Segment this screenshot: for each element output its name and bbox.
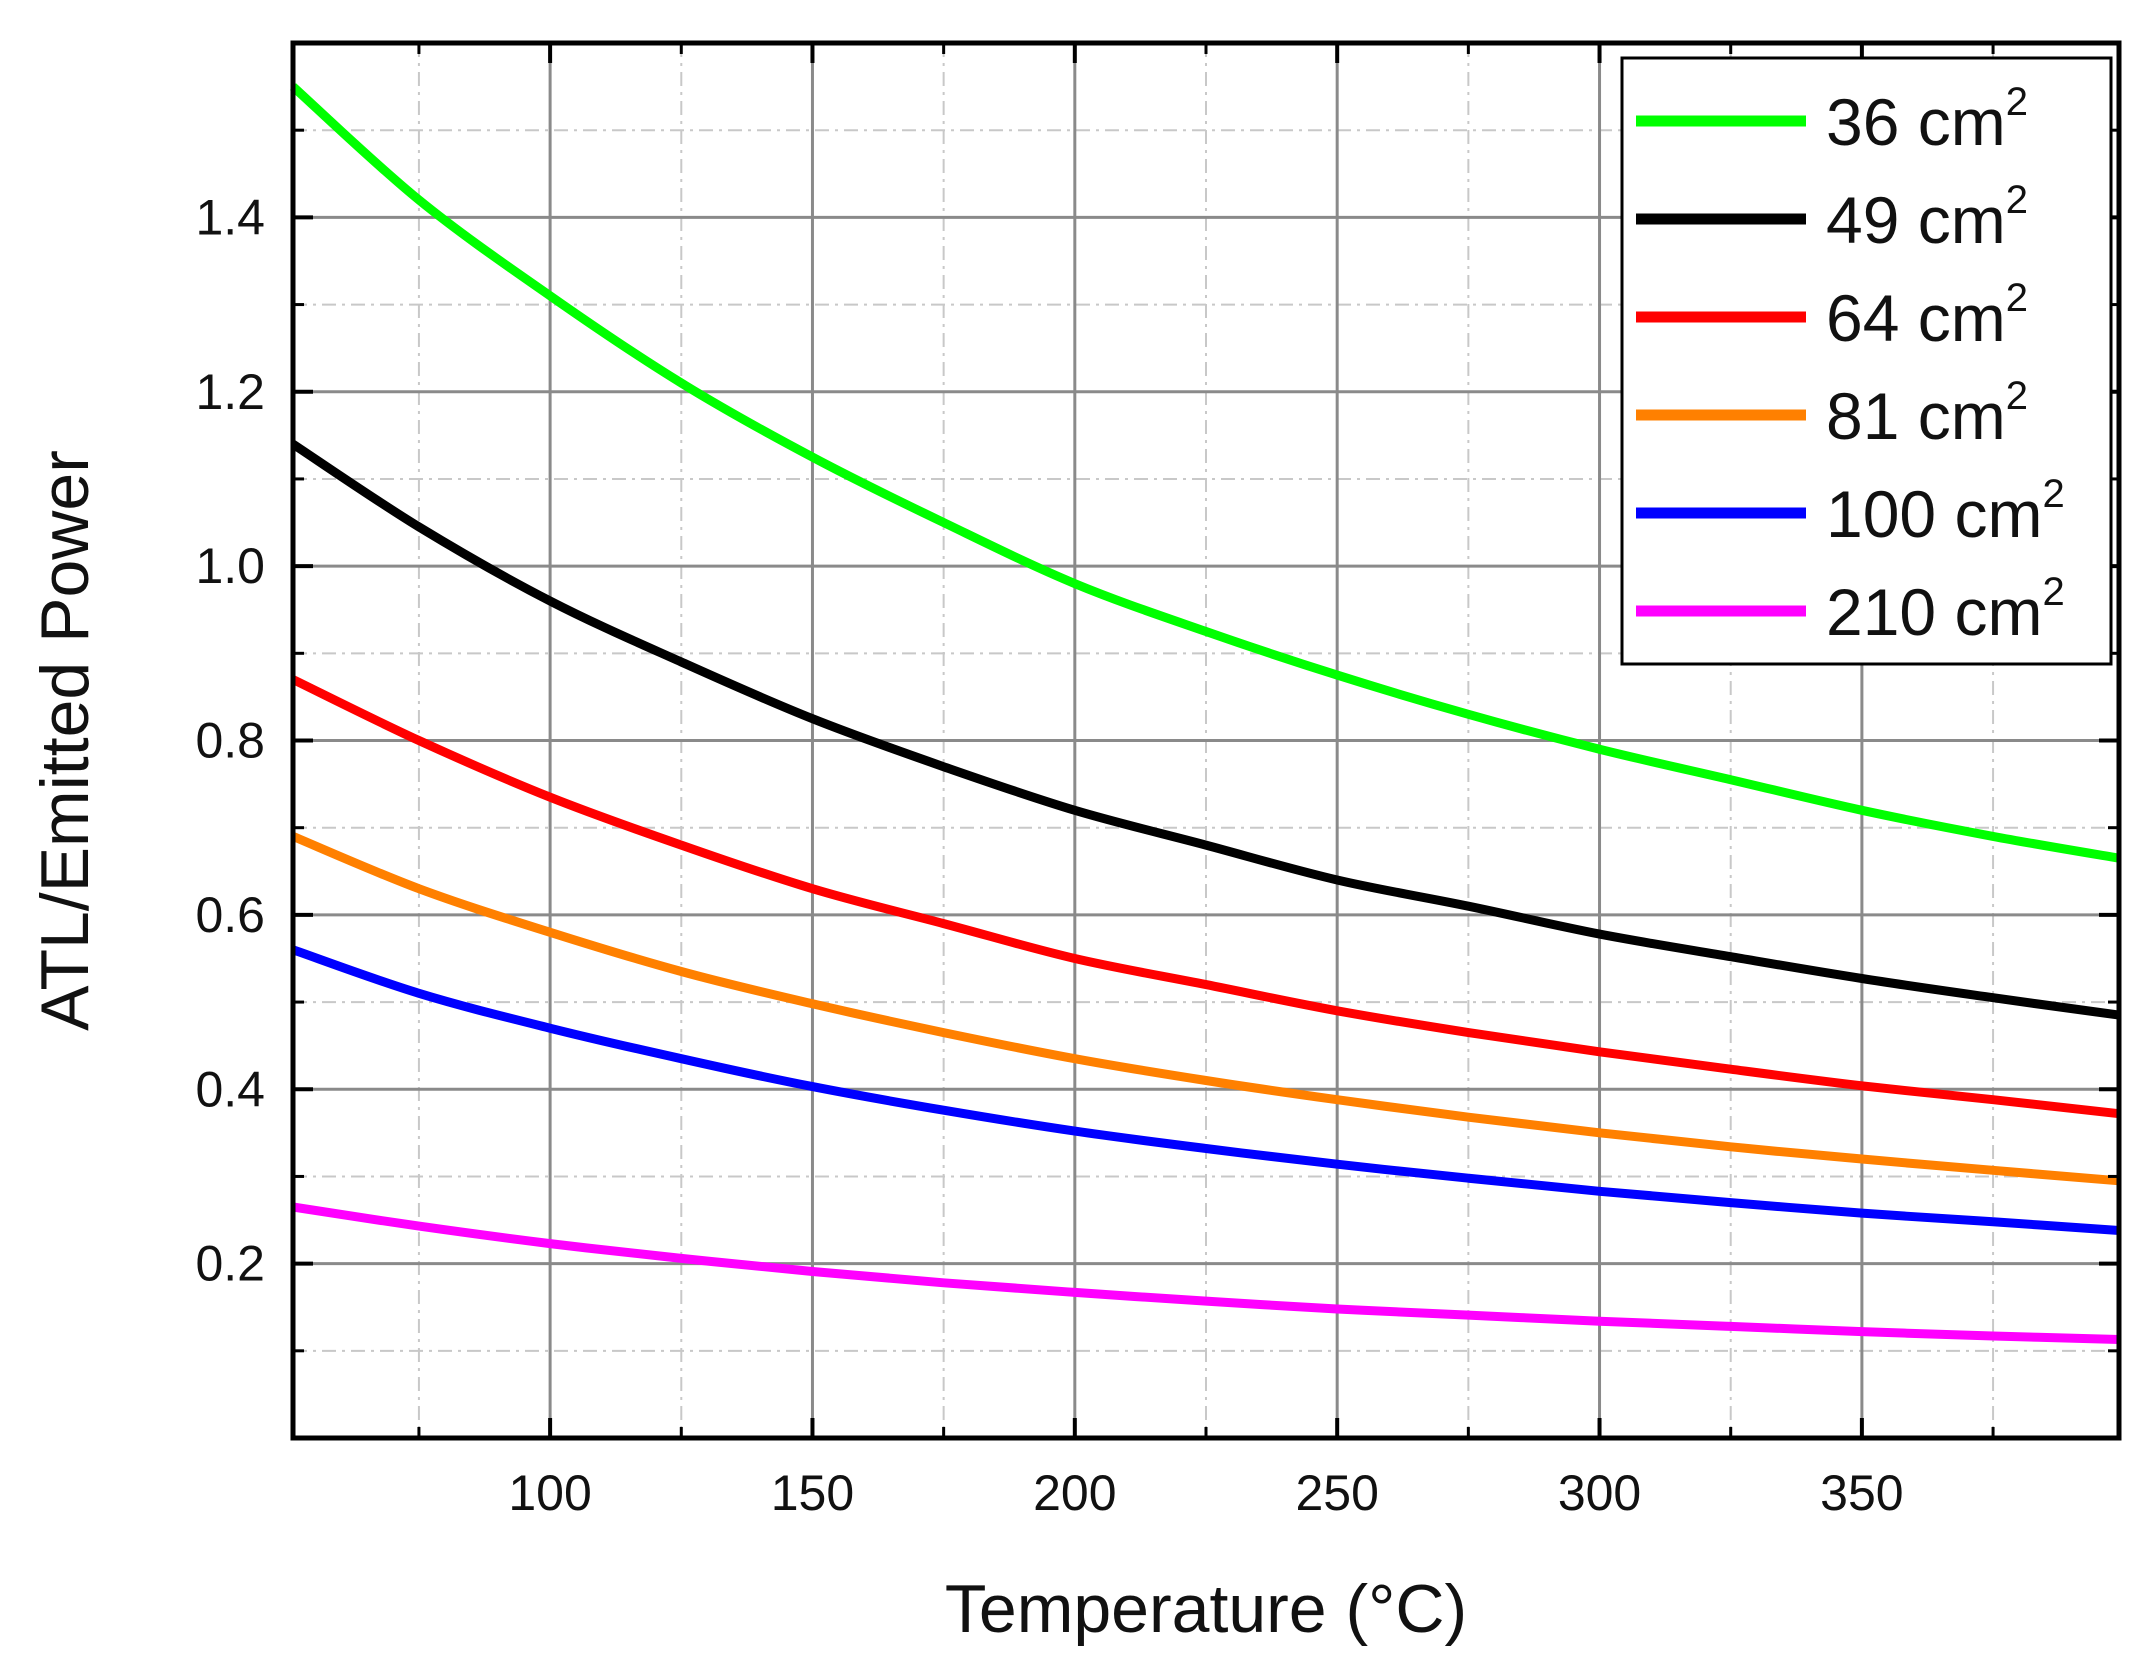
legend-label-superscript: 2 [2042, 570, 2064, 614]
legend: 36 cm2 49 cm2 64 cm2 81 cm2 100 cm2 210 cm2 [1620, 56, 2113, 666]
y-tick-label: 1.4 [195, 189, 265, 245]
x-axis-title: Temperature (°C) [945, 1571, 1467, 1647]
legend-label-superscript: 2 [2006, 80, 2028, 124]
series-line [291, 945, 2120, 1235]
x-tick-label: 150 [771, 1465, 854, 1521]
x-tick-label: 200 [1033, 1465, 1116, 1521]
y-axis-title: ATL/Emitted Power [27, 450, 103, 1031]
y-tick-label: 0.4 [195, 1061, 265, 1117]
x-tick-label: 350 [1820, 1465, 1903, 1521]
legend-label-superscript: 2 [2006, 374, 2028, 418]
series-line [291, 675, 2120, 1119]
series-lines [289, 83, 2120, 1344]
axis-ticks [293, 43, 2119, 1438]
series-line [289, 83, 2120, 863]
series-line [291, 832, 2120, 1186]
y-tick-label: 0.2 [195, 1236, 265, 1292]
legend-label-superscript: 2 [2006, 178, 2028, 222]
y-tick-label: 1.0 [195, 538, 265, 594]
series-line [290, 440, 2120, 1020]
x-tick-label: 300 [1558, 1465, 1641, 1521]
legend-label-superscript: 2 [2006, 276, 2028, 320]
legend-box [1620, 56, 2113, 666]
series-line [292, 1202, 2120, 1344]
legend-label: 100 cm2 [1826, 472, 2065, 551]
x-tick-label: 250 [1295, 1465, 1378, 1521]
legend-label-superscript: 2 [2042, 472, 2064, 516]
legend-label: 210 cm2 [1826, 570, 2065, 649]
y-tick-label: 0.8 [195, 713, 265, 769]
tick-labels: 100 150 200 250 300 350 0.2 0.4 0.6 0.8 1.0 1.2 1.4 [195, 189, 1903, 1521]
legend-label: 81 cm2 [1826, 374, 2028, 453]
x-tick-label: 100 [508, 1465, 591, 1521]
legend-label: 49 cm2 [1826, 178, 2028, 257]
legend-label: 64 cm2 [1826, 276, 2028, 355]
y-tick-label: 1.2 [195, 364, 265, 420]
y-tick-label: 0.6 [195, 887, 265, 943]
legend-label: 36 cm2 [1826, 80, 2028, 159]
